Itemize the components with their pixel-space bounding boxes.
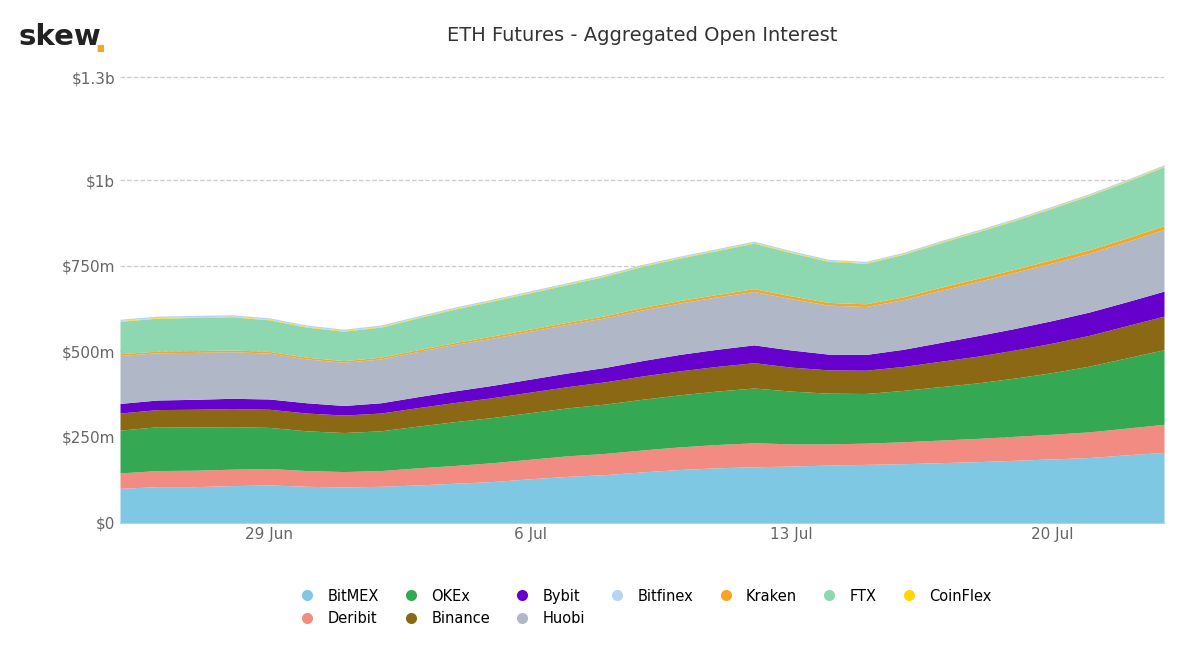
Legend: BitMEX, Deribit, OKEx, Binance, Bybit, Huobi, Bitfinex, Kraken, FTX, CoinFlex: BitMEX, Deribit, OKEx, Binance, Bybit, H…	[287, 583, 997, 632]
Text: .: .	[94, 25, 107, 60]
Text: skew: skew	[18, 23, 101, 52]
Title: ETH Futures - Aggregated Open Interest: ETH Futures - Aggregated Open Interest	[446, 26, 838, 45]
